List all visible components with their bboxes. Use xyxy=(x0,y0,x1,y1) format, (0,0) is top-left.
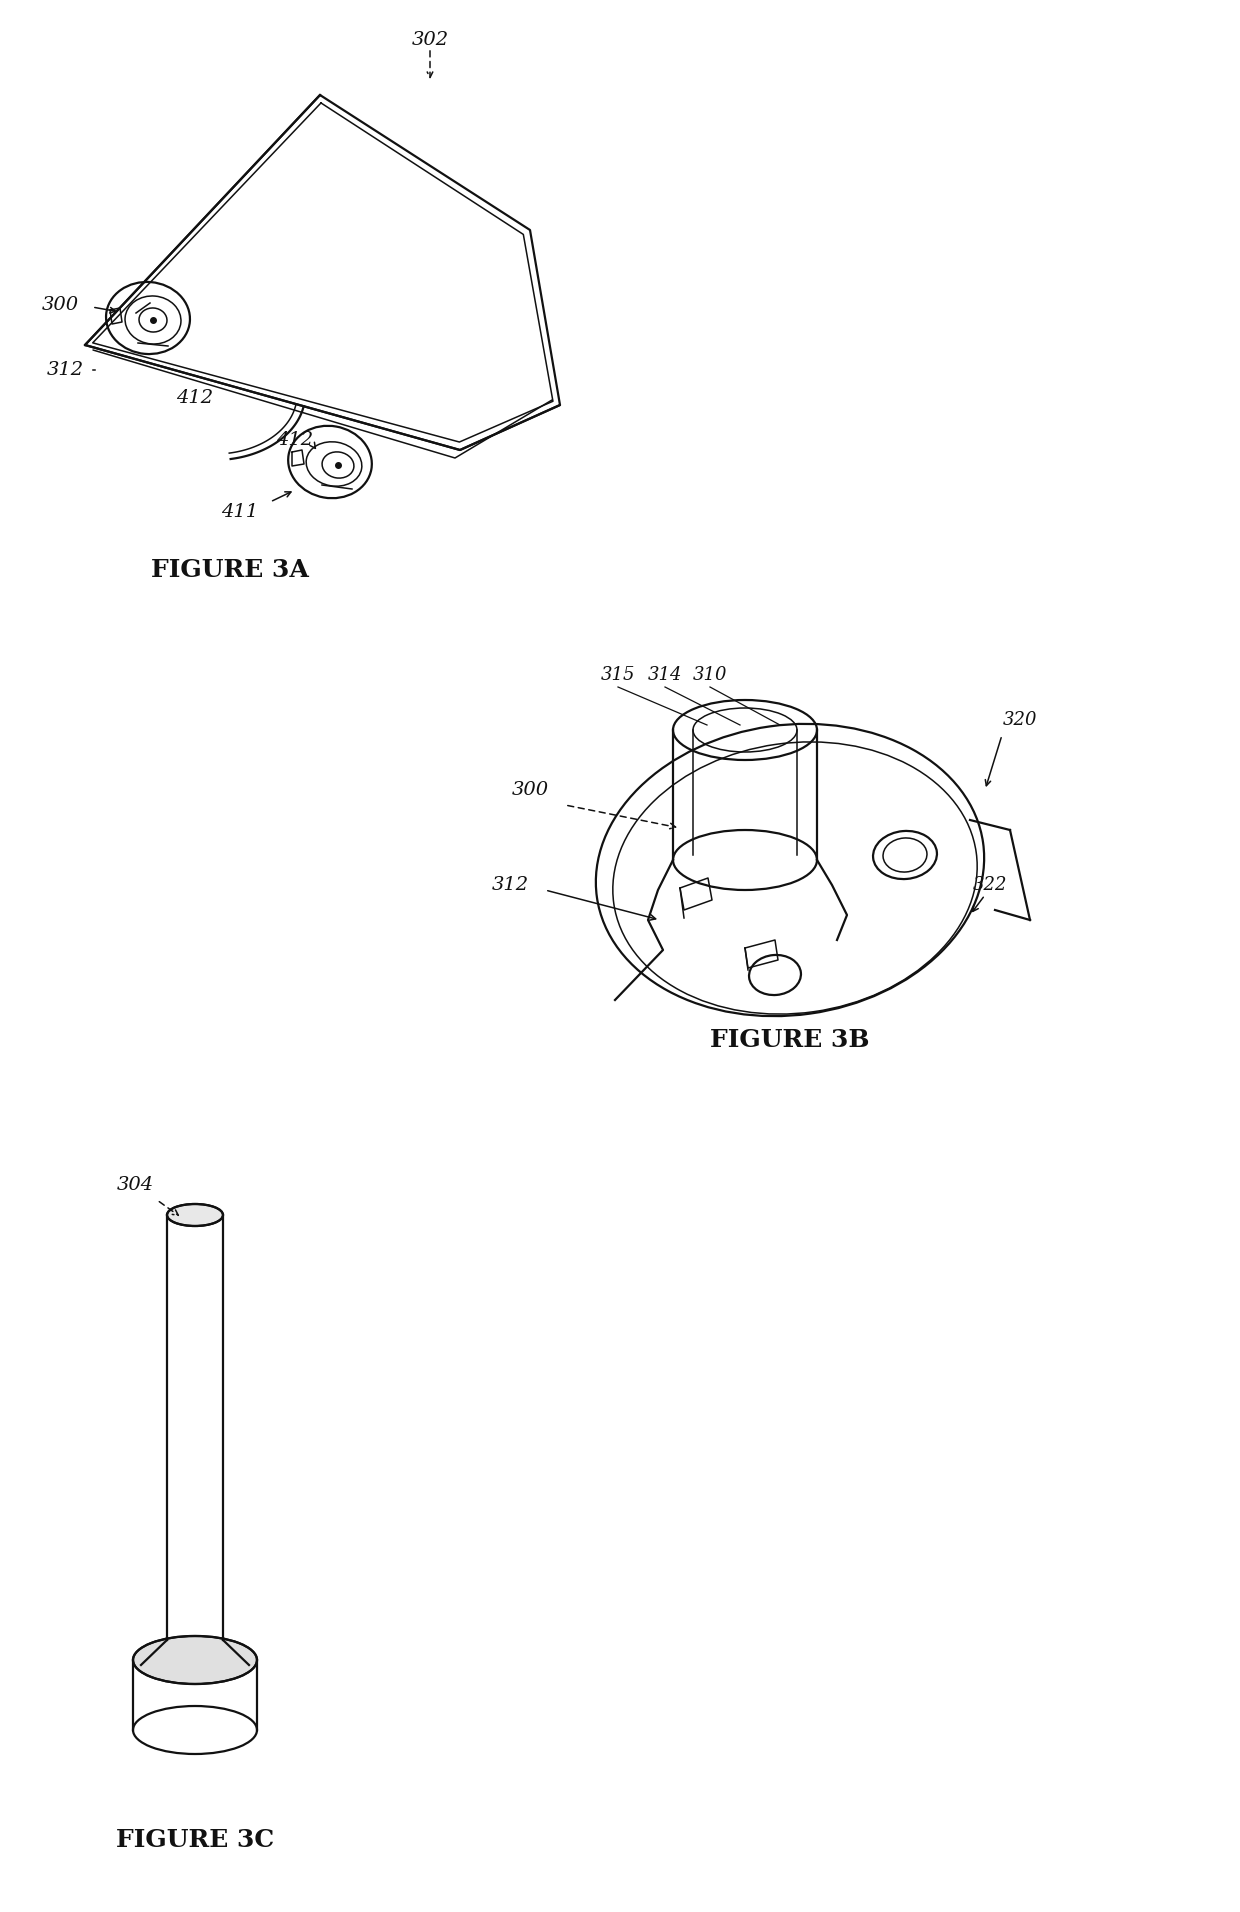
Text: FIGURE 3A: FIGURE 3A xyxy=(151,558,309,581)
Text: 304: 304 xyxy=(117,1176,154,1193)
Text: 315: 315 xyxy=(600,665,635,684)
Text: 302: 302 xyxy=(412,31,449,50)
Text: 411: 411 xyxy=(222,503,259,520)
Text: 412: 412 xyxy=(176,388,213,407)
Text: FIGURE 3C: FIGURE 3C xyxy=(115,1828,274,1853)
Text: 314: 314 xyxy=(647,665,682,684)
Text: 412: 412 xyxy=(277,430,314,449)
Text: 320: 320 xyxy=(1003,711,1037,728)
Text: 312: 312 xyxy=(491,876,528,895)
Text: 312: 312 xyxy=(46,361,83,379)
Ellipse shape xyxy=(133,1637,257,1684)
Text: 300: 300 xyxy=(41,296,78,314)
Text: 322: 322 xyxy=(972,876,1007,895)
Text: FIGURE 3B: FIGURE 3B xyxy=(711,1029,869,1052)
Ellipse shape xyxy=(167,1205,223,1226)
Text: 300: 300 xyxy=(511,780,548,799)
Text: 310: 310 xyxy=(693,665,727,684)
